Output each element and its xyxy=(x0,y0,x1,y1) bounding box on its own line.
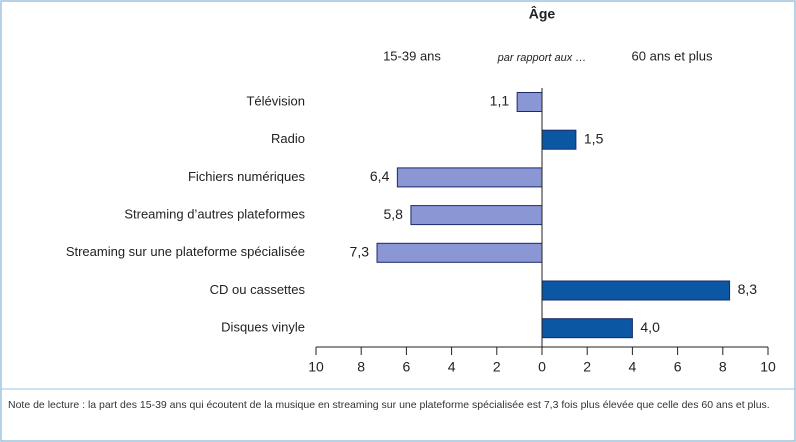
chart-subtitle: par rapport aux … xyxy=(497,52,587,64)
category-label: Télévision xyxy=(246,93,305,108)
legend-left: 15-39 ans xyxy=(383,48,441,63)
value-label: 1,1 xyxy=(490,93,510,109)
bar xyxy=(541,318,633,339)
x-tick-label: 10 xyxy=(308,359,324,375)
bar xyxy=(541,129,577,150)
category-label: Fichiers numériques xyxy=(188,169,306,184)
x-tick-label: 4 xyxy=(448,359,456,375)
category-label: Disques vinyle xyxy=(221,320,305,335)
category-label: Radio xyxy=(271,131,305,146)
legend-right: 60 ans et plus xyxy=(632,48,713,63)
x-tick-label: 10 xyxy=(760,359,776,375)
value-label: 5,8 xyxy=(383,206,403,222)
value-label: 7,3 xyxy=(350,244,370,260)
x-tick-label: 6 xyxy=(403,359,411,375)
category-label: Streaming sur une plateforme spécialisée xyxy=(66,244,305,259)
x-tick-label: 8 xyxy=(719,359,727,375)
x-tick-label: 4 xyxy=(629,359,637,375)
bar xyxy=(396,167,543,188)
category-label: Streaming d’autres plateformes xyxy=(124,207,305,222)
category-label: CD ou cassettes xyxy=(210,282,306,297)
x-tick-label: 2 xyxy=(583,359,591,375)
value-label: 1,5 xyxy=(584,130,604,146)
x-tick-label: 6 xyxy=(674,359,682,375)
x-tick-label: 8 xyxy=(357,359,365,375)
bar xyxy=(516,92,543,112)
bar xyxy=(376,242,543,263)
x-tick-label: 2 xyxy=(493,359,501,375)
bar xyxy=(541,280,731,301)
value-label: 4,0 xyxy=(640,319,660,335)
value-label: 8,3 xyxy=(738,281,758,297)
note: Note de lecture : la part des 15-39 ans … xyxy=(8,399,770,411)
value-label: 6,4 xyxy=(370,168,390,184)
x-tick-label: 0 xyxy=(538,359,546,375)
bar xyxy=(410,205,543,226)
chart-title: Âge xyxy=(529,5,556,22)
